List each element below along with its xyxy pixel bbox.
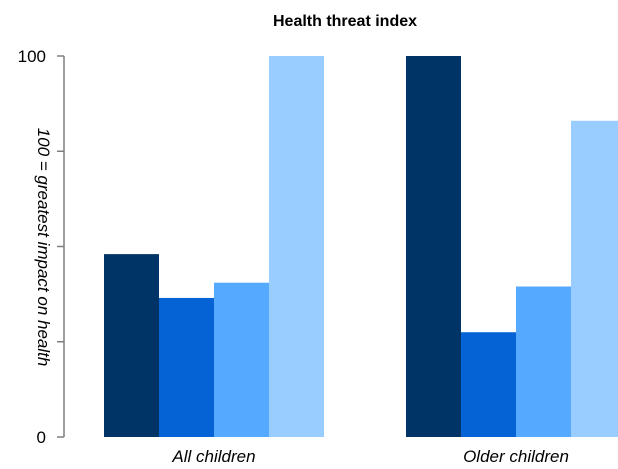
bar-series3-cat1 (214, 282, 269, 437)
y-tick-label-100: 100 (18, 47, 46, 66)
bar-series4-cat1 (269, 56, 324, 437)
bar-series1-cat2 (406, 56, 461, 437)
bar-series2-cat2 (461, 332, 516, 437)
chart-title: Health threat index (273, 13, 417, 30)
bar-series1-cat1 (104, 254, 159, 437)
category-label-1: All children (171, 447, 255, 466)
category-label-2: Older children (463, 447, 569, 466)
bar-series2-cat1 (159, 297, 214, 437)
y-axis-label: 100 = greatest impact on health (34, 128, 53, 367)
bars-group (104, 56, 618, 438)
bar-series4-cat2 (571, 120, 618, 438)
bar-series3-cat2 (516, 286, 571, 437)
category-labels-group: All children Older children (171, 447, 568, 466)
y-ticks-group: 0 100 (18, 47, 64, 447)
y-tick-label-0: 0 (37, 428, 46, 447)
